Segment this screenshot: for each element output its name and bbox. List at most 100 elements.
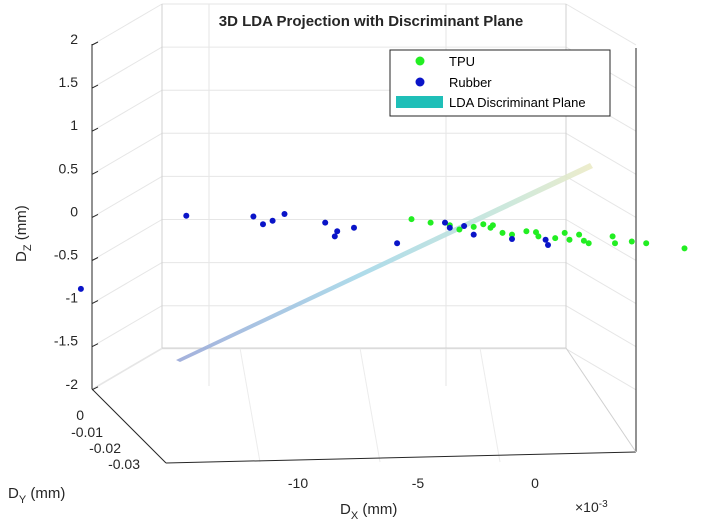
legend-swatch-plane [396,96,443,108]
data-point-rubber [542,236,549,243]
z-tick-label: 1.5 [59,74,79,90]
data-point-tpu [576,231,583,238]
data-point-rubber [351,224,357,231]
z-tick-label: -1 [66,290,79,306]
grid-line [91,219,163,261]
discriminant-plane [176,163,593,362]
z-tick-mark [91,127,99,132]
data-point-tpu [523,228,530,235]
grid-line [91,132,163,175]
legend-label-plane: LDA Discriminant Plane [449,95,586,110]
data-point-tpu [681,245,688,252]
z-tick-mark [91,343,99,348]
grid-line [91,348,163,391]
z-tick-label: -1.5 [54,333,78,349]
grid-line [479,347,501,463]
data-point-tpu [489,222,496,229]
grid-line [565,3,637,46]
y-axis-line [91,388,167,464]
z-tick-label: -0.5 [54,247,78,263]
y-tick-label: -0.02 [89,440,121,456]
grid-line [91,46,163,89]
data-point-tpu [566,236,573,243]
z-tick-label: 0 [70,203,78,219]
data-point-tpu [580,237,587,244]
z-tick-mark [91,41,99,46]
grid-line [91,3,163,46]
grid-line [91,305,163,348]
legend-label-tpu: TPU [449,54,475,69]
data-point-tpu [585,240,592,247]
data-point-tpu [643,240,650,247]
axes-box [91,4,637,464]
data-point-rubber [331,233,338,240]
z-axis-label: DZ (mm) [13,205,34,262]
data-point-tpu [509,231,515,238]
grid-line [565,305,637,348]
data-point-rubber [77,285,84,292]
legend: TPU Rubber LDA Discriminant Plane [389,49,611,117]
y-tick-label: -0.03 [108,456,140,472]
x-tick-label: -5 [412,475,425,491]
data-point-tpu [628,238,635,245]
z-tick-mark [91,257,99,261]
data-point-rubber [394,240,401,247]
grid-line [565,132,637,175]
grid-line [91,175,163,218]
data-point-tpu [561,229,568,236]
data-point-tpu [470,223,477,230]
box-edge [565,347,637,453]
legend-label-rubber: Rubber [449,75,492,90]
data-point-rubber [269,217,276,224]
grid-line [565,262,637,305]
z-tick-mark [91,84,99,89]
z-tick-labels: 2 1.5 1 0.5 0 -0.5 -1 -1.5 -2 [54,31,99,392]
grid-line [565,219,637,261]
y-tick-labels: 0-0.01-0.02-0.03 [71,407,140,472]
x-tick-labels: -10 -5 0 [288,475,539,491]
y-tick-label: -0.01 [71,424,103,440]
data-point-rubber [470,231,477,238]
z-tick-mark [91,213,99,218]
y-axis-label: DY (mm) [8,485,65,506]
data-point-rubber [260,221,266,228]
x-tick-label: -10 [288,475,308,491]
data-point-tpu [609,233,616,240]
data-point-rubber [250,213,257,220]
data-point-tpu [535,233,542,240]
grid-line [359,347,381,463]
x-exponent-label: ×10-3 [575,499,608,515]
legend-marker-rubber [415,77,425,87]
legend-marker-tpu [415,56,425,66]
data-point-tpu [552,235,559,242]
data-point-tpu [499,229,506,236]
data-point-rubber [509,236,515,242]
data-point-tpu [480,221,487,228]
z-tick-label: 0.5 [59,160,79,176]
chart-title: 3D LDA Projection with Discriminant Plan… [219,13,524,30]
data-point-tpu [456,226,463,233]
z-tick-mark [91,386,99,391]
data-point-rubber [334,228,341,235]
x-axis-line [165,451,637,464]
z-tick-label: 2 [70,31,78,47]
z-tick-mark [91,170,99,175]
data-point-tpu [408,216,415,223]
data-point-rubber [461,223,468,229]
grid-line [91,89,163,132]
x-axis-label: DX (mm) [340,501,397,522]
z-tick-label: -2 [66,376,79,392]
y-tick-label: 0 [76,407,84,423]
grid-line [91,262,163,305]
x-tick-label: 0 [531,475,539,491]
data-point-rubber [322,219,329,226]
data-point-rubber [446,224,453,231]
data-point-tpu [612,240,618,247]
data-point-rubber [545,242,551,248]
data-point-rubber [183,212,190,219]
data-point-rubber [281,211,288,217]
z-tick-mark [91,300,99,305]
grid-line [239,347,261,463]
data-point-tpu [427,219,434,226]
